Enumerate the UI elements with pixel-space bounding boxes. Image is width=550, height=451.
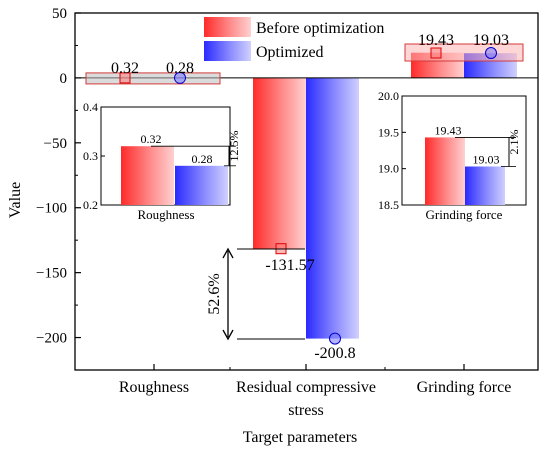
inset-y-tick-label: 18.5: [378, 198, 399, 212]
data-label-optimized: 19.03: [473, 32, 509, 49]
legend: Before optimization Optimized: [204, 17, 384, 61]
x-tick-label: Roughness: [119, 379, 189, 396]
inset-y-tick-label: 0.2: [83, 198, 98, 212]
inset-data-label-optimized: 0.28: [192, 152, 213, 166]
inset-roughness-content: 0.4 0.3 0.2 0.32 0.28 12.5%: [83, 100, 241, 212]
y-tick-label: −50: [44, 136, 67, 152]
bar-before: [253, 77, 306, 249]
inset-roughness-title: Roughness: [137, 207, 194, 222]
residual-stress-change-annotation: 52.6%: [206, 247, 305, 341]
inset-grinding-force: 20.0 19.5 19.0 18.5 19.43 19.03 2.1% Grinding …: [378, 89, 527, 222]
inset-change-label: 2.1%: [507, 129, 521, 154]
x-tick-label: Residual compressive: [236, 379, 376, 396]
inset-y-tick-label: 20.0: [378, 89, 399, 103]
legend-label-before: Before optimization: [256, 20, 384, 37]
main-bars: 0.32 -131.57 19.43 0.28 -200.8 19.03: [75, 32, 538, 362]
bar-optimized: [306, 77, 359, 339]
inset-data-label-optimized: 19.03: [473, 152, 500, 166]
annotation-arrow-head-down: [222, 329, 234, 341]
inset-grinding-force-title: Grinding force: [426, 207, 503, 222]
inset-grinding-force-content: 20.0 19.5 19.0 18.5 19.43 19.03 2.1%: [378, 89, 521, 212]
data-label-optimized: -200.8: [314, 345, 355, 362]
marker-optimized: [329, 332, 341, 345]
marker-optimized: [485, 47, 497, 59]
inset-y-tick-label: 0.4: [83, 100, 98, 114]
y-tick-label: −200: [36, 331, 67, 347]
inset-y-tick-label: 19.5: [378, 125, 399, 139]
data-label-before: 0.32: [111, 60, 139, 77]
x-axis: Roughness Residual compressive stress Grind…: [119, 364, 511, 419]
marker-before: [119, 72, 131, 84]
highlight-band-roughness: [85, 72, 221, 85]
marker-before: [430, 47, 442, 59]
legend-swatch-optimized: [204, 41, 251, 61]
y-axis: 50 0 −50 −100 −150 −200: [36, 6, 81, 347]
inset-data-label-before: 19.43: [435, 123, 462, 137]
y-tick-label: 0: [60, 71, 68, 87]
inset-data-label-before: 0.32: [141, 132, 162, 146]
x-tick-label: Grinding force: [417, 379, 512, 396]
inset-change-label: 12.5%: [227, 131, 241, 162]
marker-optimized: [174, 71, 186, 84]
legend-label-optimized: Optimized: [256, 44, 324, 61]
inset-y-tick-label: 19.0: [378, 162, 399, 176]
data-label-before: 19.43: [418, 32, 454, 49]
data-label-optimized: 0.28: [166, 60, 194, 77]
inset-bar-optimized: [465, 166, 505, 205]
data-label-before: -131.57: [265, 257, 314, 274]
inset-bar-optimized: [175, 165, 228, 205]
y-tick-label: −100: [36, 201, 67, 217]
y-axis-label: Value: [7, 182, 24, 218]
x-tick-label: stress: [288, 402, 324, 419]
y-tick-label: 50: [52, 6, 67, 22]
y-tick-label: −150: [36, 266, 67, 282]
annotation-arrow-head-up: [222, 247, 234, 259]
residual-stress-change-label: 52.6%: [206, 273, 223, 314]
inset-bar-before: [121, 146, 174, 205]
inset-roughness: 0.4 0.3 0.2 0.32 0.28 12.5% Roughness: [83, 100, 241, 222]
inset-bar-before: [425, 137, 465, 205]
inset-y-tick-label: 0.3: [83, 149, 98, 163]
x-axis-label: Target parameters: [243, 429, 358, 446]
legend-swatch-before: [204, 17, 251, 37]
